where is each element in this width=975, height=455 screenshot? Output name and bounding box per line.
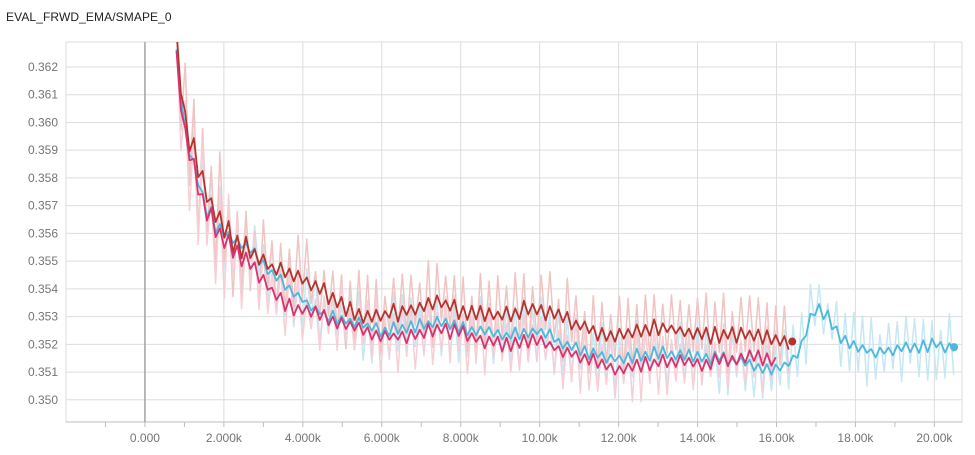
- y-tick-label: 0.358: [28, 171, 58, 185]
- x-tick-label: 20.00k: [916, 431, 953, 445]
- y-tick-label: 0.362: [28, 60, 58, 74]
- raw-series-layer: [176, 42, 955, 403]
- smoothed-series-line: [175, 50, 777, 376]
- smoothed-series-layer: [175, 42, 959, 376]
- y-tick-label: 0.356: [28, 226, 58, 240]
- x-tick-label: 14.00k: [680, 431, 717, 445]
- axes: 0.350 0.351 0.352 0.353 0.354 0.355 0.356 0.357…: [28, 42, 962, 445]
- grid: [65, 41, 963, 422]
- x-tick-label: 8.000k: [443, 431, 480, 445]
- y-tick-label: 0.357: [28, 199, 58, 213]
- x-tick-label: 10.00k: [522, 431, 559, 445]
- x-tick-label: 18.00k: [837, 431, 874, 445]
- raw-series-line: [176, 42, 955, 399]
- x-tick-label: 12.00k: [601, 431, 638, 445]
- y-tick-label: 0.354: [28, 282, 58, 296]
- y-tick-label: 0.359: [28, 143, 58, 157]
- y-tick-label: 0.360: [28, 115, 58, 129]
- x-tick-label: 6.000k: [364, 431, 401, 445]
- raw-series-line: [176, 42, 777, 403]
- series-end-dot: [950, 343, 959, 352]
- y-tick-label: 0.361: [28, 88, 58, 102]
- chart-title: EVAL_FRWD_EMA/SMAPE_0: [6, 10, 172, 24]
- y-tick-label: 0.351: [28, 365, 58, 379]
- series-end-dot: [788, 337, 797, 346]
- y-tick-label: 0.355: [28, 254, 58, 268]
- x-tick-label: 4.000k: [285, 431, 322, 445]
- x-tick-label: 0.000: [130, 431, 160, 445]
- x-tick-label: 16.00k: [758, 431, 795, 445]
- smoothed-series-line: [175, 49, 955, 376]
- y-tick-label: 0.350: [28, 393, 58, 407]
- y-tick-label: 0.352: [28, 337, 58, 351]
- smoothed-series-line: [176, 42, 790, 350]
- y-tick-label: 0.353: [28, 310, 58, 324]
- x-tick-label: 2.000k: [206, 431, 243, 445]
